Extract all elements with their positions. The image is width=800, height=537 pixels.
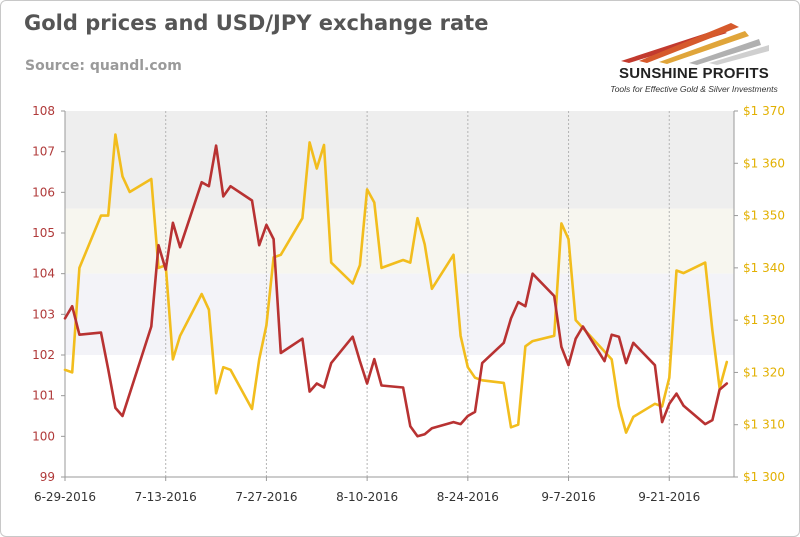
right-tick-label-0: $1 300 — [743, 470, 785, 484]
x-tick-label-6: 9-21-2016 — [638, 490, 700, 504]
left-tick-label-2: 101 — [32, 389, 55, 403]
chart-title: Gold prices and USD/JPY exchange rate — [24, 11, 489, 35]
background-band-2 — [65, 273, 734, 355]
chart-source: Source: quandl.com — [25, 58, 182, 74]
x-tick-label-4: 8-24-2016 — [437, 490, 499, 504]
right-tick-label-2: $1 320 — [743, 365, 785, 379]
left-tick-label-4: 103 — [32, 307, 55, 321]
usdjpy-series-line — [63, 144, 729, 438]
left-tick-label-8: 107 — [32, 145, 55, 159]
x-tick-label-0: 6-29-2016 — [34, 490, 96, 504]
left-tick-label-3: 102 — [32, 348, 55, 362]
sun-rays-icon — [621, 23, 769, 65]
left-tick-label-7: 106 — [32, 185, 55, 199]
right-tick-label-6: $1 360 — [743, 156, 785, 170]
left-tick-label-5: 104 — [32, 267, 55, 281]
left-tick-label-0: 99 — [40, 470, 55, 484]
x-tick-label-3: 8-10-2016 — [336, 490, 398, 504]
right-tick-label-7: $1 370 — [743, 104, 785, 118]
background-band-0 — [65, 111, 734, 209]
right-tick-label-5: $1 350 — [743, 209, 785, 223]
x-tick-label-5: 9-7-2016 — [541, 490, 595, 504]
gold-series-line — [63, 133, 729, 434]
x-tick-label-1: 7-13-2016 — [135, 490, 197, 504]
brand-tagline: Tools for Effective Gold & Silver Invest… — [610, 84, 778, 94]
left-tick-label-6: 105 — [32, 226, 55, 240]
left-tick-label-1: 100 — [32, 429, 55, 443]
brand-logo: SUNSHINE PROFITS Tools for Effective Gol… — [599, 9, 789, 101]
right-tick-label-4: $1 340 — [743, 261, 785, 275]
x-tick-label-2: 7-27-2016 — [235, 490, 297, 504]
brand-name: SUNSHINE PROFITS — [619, 65, 769, 82]
right-tick-label-3: $1 330 — [743, 313, 785, 327]
left-tick-label-9: 108 — [32, 104, 55, 118]
right-tick-label-1: $1 310 — [743, 418, 785, 432]
background-band-1 — [65, 208, 734, 274]
